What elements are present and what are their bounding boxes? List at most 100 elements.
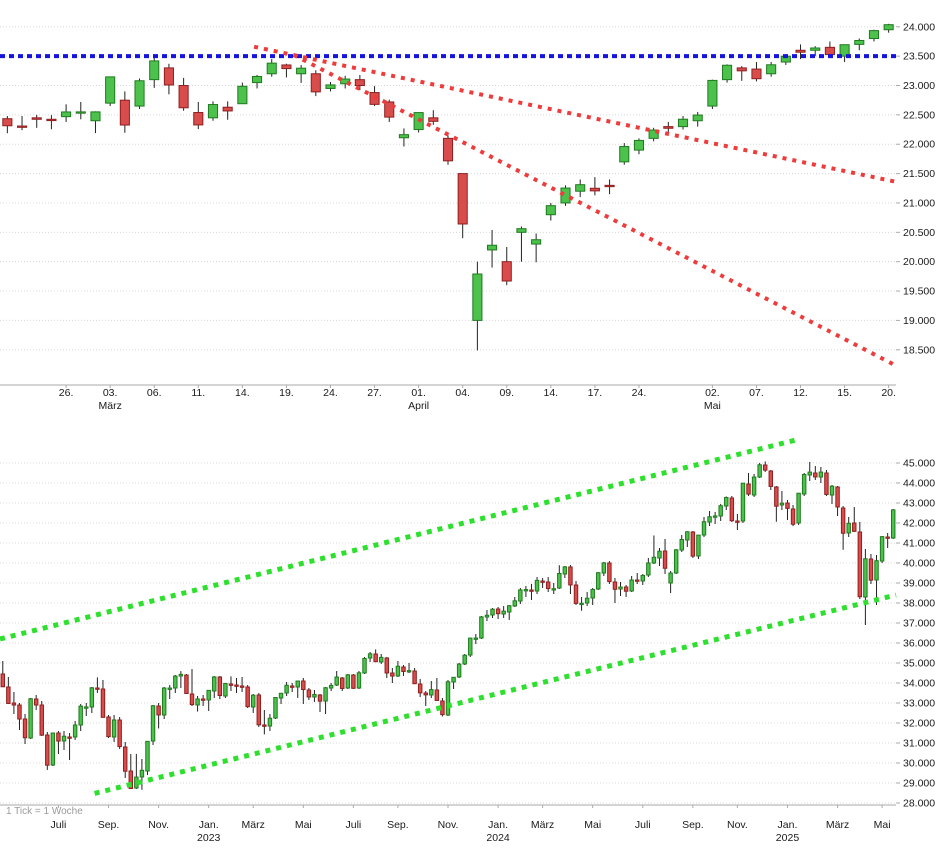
candle-body-up [484,614,490,618]
candle-body-up [890,509,896,539]
candle-body-up [490,608,495,616]
candle-body-down [762,464,768,471]
candle-body-up [648,129,659,139]
candle-body-up [646,562,651,576]
y-axis-label: 34.000 [903,678,935,690]
x-axis-label: März [826,819,849,831]
y-axis-label: 38.000 [903,598,935,610]
candle-body-down [46,118,57,122]
candle-body-down [428,117,439,122]
candle-body-down [262,724,267,727]
candle-body-up [284,684,289,694]
x-axis-label: 14. [235,387,250,399]
candle-body-up [328,684,334,689]
candle-body-down [310,73,321,93]
candle-body-up [334,676,339,686]
candle-body-down [746,483,751,495]
candle-body-down [6,686,11,704]
candle-body-down [22,718,28,739]
candle-body-down [31,117,42,120]
y-axis-label: 36.000 [903,638,935,650]
candle-body-up [751,476,757,496]
y-axis-label: 32.000 [903,718,935,730]
candle-body-up [367,653,373,659]
candle-body-up [545,205,556,216]
candle-body-up [473,637,479,640]
candle-body-up [863,558,868,598]
candle-body-down [568,566,573,586]
candle-body-up [839,44,850,57]
candle-body-up [512,600,518,607]
y-axis-label: 40.000 [903,558,935,570]
x-axis-label: März [242,819,265,831]
x-axis-label: 09. [499,387,514,399]
candle-body-down [774,486,779,507]
candle-body-up [883,24,894,31]
candle-body-down [390,672,395,677]
x-axis-label: 04. [455,387,470,399]
candle-body-up [429,689,434,696]
x-axis-label: 17. [588,387,603,399]
candle-body-up [501,610,506,615]
y-axis-label: 37.000 [903,618,935,630]
candle-body-up [629,579,634,592]
x-axis-period-label: März [98,400,121,412]
candle-body-up [557,573,562,589]
candle-body-up [523,589,529,592]
candle-body-up [378,656,384,663]
candle-body-down [840,507,846,534]
candle-body-up [590,588,595,599]
candle-body-down [128,770,134,789]
y-axis-label: 23.000 [903,80,935,92]
candle-body-up [879,536,885,562]
y-axis-label: 21.500 [903,168,935,180]
candle-body-up [206,689,211,701]
candle-body-down [245,686,250,708]
candle-body-down [607,562,612,583]
candle-body-down [354,79,365,87]
x-axis-label: Juli [346,819,362,831]
x-axis-label: 07. [749,387,764,399]
candle-body-down [768,470,774,487]
candle-body-down [184,674,189,694]
candle-body-up [340,78,351,85]
weekly-candlestick-chart: 45.000 44.000 43.000 42.000 41.000 40.000 39.0… [0,437,935,844]
candle-body-up [398,134,409,139]
candle-body-down [119,99,130,126]
candle-body-down [857,531,863,598]
candle-body-down [457,173,468,225]
y-axis-label: 21.000 [903,197,935,209]
candle-body-up [506,605,512,613]
x-axis-label: Mai [874,819,891,831]
candle-body-down [824,46,835,56]
candle-body-up [78,705,83,726]
candle-body-up [854,39,865,45]
candle-body-up [451,676,456,683]
candle-body-up [584,597,590,604]
candle-body-down [662,550,668,569]
candle-body-up [651,556,657,564]
candle-body-up [195,698,200,706]
candle-body-down [100,688,106,718]
x-axis-label: 03. [103,387,118,399]
candle-body-down [540,580,545,583]
candle-body-up [145,740,150,772]
candle-body-up [445,681,451,716]
candle-body-up [28,698,33,739]
x-axis-label: Juli [635,819,651,831]
candle-body-down [256,694,262,726]
candle-body-up [456,663,462,678]
candle-body-down [228,683,234,686]
channel-lower-line [94,592,897,796]
candle-body-up [596,572,601,590]
candle-body-up [267,717,273,727]
candles-layer [0,461,896,790]
candle-body-down [868,558,874,581]
candle-body-up [810,47,821,51]
candle-body-down [200,698,206,701]
candle-body-up [167,687,172,690]
candle-body-down [589,187,600,192]
candle-body-up [61,735,67,742]
candle-body-up [807,471,812,476]
